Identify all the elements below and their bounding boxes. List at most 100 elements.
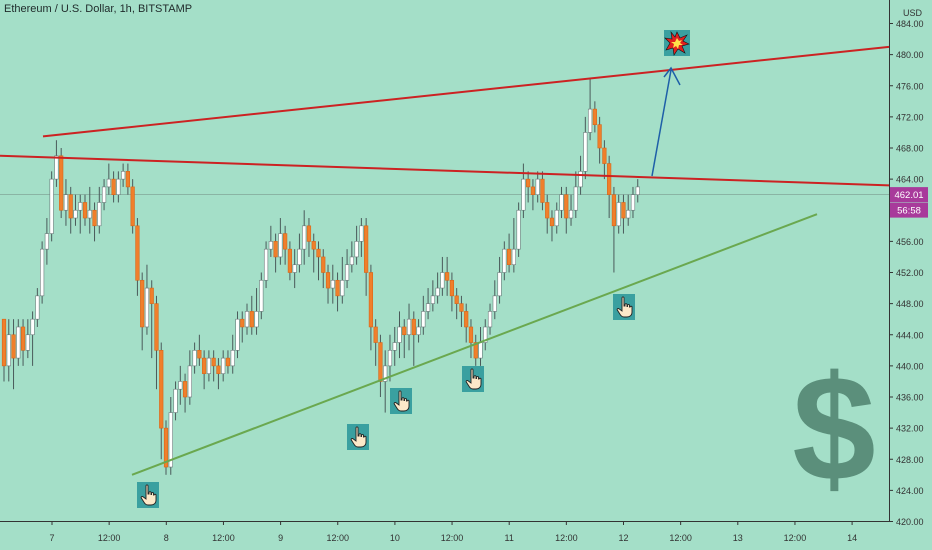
candle-bull [554,209,559,227]
candle-bull [435,287,440,297]
candle-bull [97,202,102,227]
x-tick-label: 9 [278,533,283,543]
candle-bull [568,209,574,219]
candle-bear [68,194,73,219]
candle-bull [635,186,640,195]
y-tick-label: 452.00 [896,268,924,278]
candle-bear [149,287,154,304]
x-tick-label: 11 [505,533,514,543]
countdown-tag [890,202,928,218]
candle-bear [530,186,536,195]
candle-bear [545,202,550,219]
pointing-hand-icon [462,366,484,392]
candle-bear [325,272,331,289]
candle-bear [473,342,478,359]
candle-bull [78,202,83,211]
last-price-text: 462.01 [894,190,923,201]
candle-bull [173,388,178,413]
y-tick-label: 464.00 [896,175,924,185]
x-tick-label: 12:00 [784,533,807,543]
candle-bear [373,326,378,343]
candle-bear [316,248,321,258]
candle-bull [101,186,107,203]
candle-bear [368,272,374,328]
support-trendline [131,213,818,476]
y-tick-label: 424.00 [896,486,924,496]
x-tick-label: 12:00 [212,533,235,543]
candle-bear [197,350,202,359]
candle-bear [92,209,97,227]
x-tick-label: 12:00 [326,533,349,543]
explosion-icon-core [671,38,683,49]
candle-bull [478,342,483,359]
exchange-label: BITSTAMP [137,3,193,15]
candle-bull [330,279,335,289]
candle-bull [397,326,402,343]
currency-label: USD [903,8,923,18]
hand-icon-shape [350,426,367,448]
candle-bear [607,163,612,195]
candle-bull [278,233,283,258]
y-tick-label: 484.00 [896,19,924,29]
candle-bull [425,303,431,312]
candle-bull [73,209,78,219]
candle-bull [387,350,393,367]
candle-bear [273,241,278,258]
candle-bull [302,225,307,250]
pointing-hand-icon [137,482,159,508]
candle-bear [321,256,326,273]
explosion-icon [664,30,690,56]
candle-bear [216,365,221,374]
candle-bear [159,350,164,429]
candle-bull [259,279,264,312]
candle-bull [87,209,92,219]
candle-bull [263,248,269,281]
candle-bull [406,318,412,336]
candle-bull [440,272,445,289]
x-tick-label: 13 [733,533,743,543]
candle-bear [283,233,288,250]
y-tick-label: 440.00 [896,361,924,371]
candle-bull [254,311,259,328]
x-tick-label: 14 [847,533,857,543]
projection-arrow [651,69,672,177]
candle-bear [225,357,231,367]
candle-bull [416,326,421,336]
candle-bear [602,147,607,164]
candle-bear [130,186,135,227]
candle-bull [235,318,240,351]
candle-bear [20,326,26,351]
candle-bull [63,194,69,211]
projection-arrow-head [663,66,681,86]
candle-bull [6,334,11,367]
candle-bear [549,217,555,227]
candle-bull [292,264,297,273]
y-tick-label: 428.00 [896,455,924,465]
candle-bull [630,194,636,211]
candle-bear [468,326,474,343]
candle-bear [402,326,407,336]
candle-bull [430,295,435,304]
candle-bear [464,311,469,328]
candle-bear [564,194,569,219]
candle-bull [497,272,502,297]
candle-bull [40,248,45,297]
candle-bull [178,381,183,390]
candle-bear [135,225,140,281]
x-tick-label: 12:00 [555,533,578,543]
candle-bull [421,311,426,328]
candle-bull [383,365,388,382]
x-tick-label: 12:00 [441,533,464,543]
candle-bear [211,357,216,367]
candle-bull [168,412,173,468]
symbol-label: Ethereum / U.S. Dollar [4,3,114,15]
candle-bull [511,248,516,266]
x-tick-label: 12 [618,533,628,543]
candle-bear [454,295,459,304]
candle-bull [244,311,250,328]
candle-bull [54,155,59,180]
last-price-tag [890,187,928,203]
candle-bull [483,326,488,343]
